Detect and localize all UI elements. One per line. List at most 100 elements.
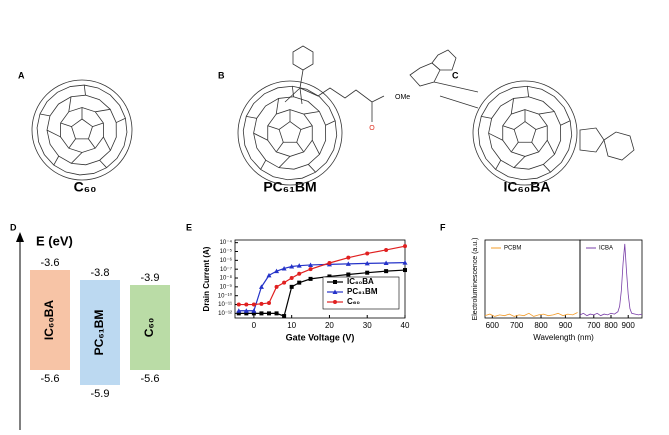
- cage-bond: [39, 113, 51, 117]
- value-label: -3.6: [41, 257, 60, 269]
- marker: [267, 311, 271, 316]
- marker: [251, 311, 256, 316]
- series-line: [484, 312, 578, 317]
- cage-bond: [88, 138, 96, 149]
- cage-ring: [36, 84, 128, 176]
- cage-bond: [83, 85, 86, 96]
- marker: [259, 311, 264, 316]
- x-tick-label: 40: [401, 321, 410, 330]
- panel-letter: D: [10, 222, 17, 232]
- cage-bond: [543, 164, 551, 173]
- marker: [383, 260, 389, 266]
- series-line: [579, 243, 643, 317]
- x-tick-label: 30: [363, 321, 372, 330]
- cage-bond: [68, 96, 72, 112]
- cage-ring: [477, 85, 573, 181]
- marker: [258, 284, 264, 289]
- molecule-name: PC₆₁BM: [263, 179, 316, 195]
- category-label: PC₆₁BM: [92, 310, 106, 356]
- marker: [266, 272, 272, 278]
- marker: [251, 302, 256, 307]
- x-tick-label: 900: [559, 321, 573, 330]
- cage-bond: [481, 115, 492, 119]
- marker: [244, 302, 249, 307]
- plot-frame: [234, 239, 406, 319]
- panel-letter: B: [218, 70, 225, 80]
- cage-bond: [60, 122, 72, 127]
- cage-bond: [92, 122, 104, 127]
- marker: [289, 264, 295, 269]
- cage-bond: [560, 120, 571, 126]
- marker: [403, 244, 407, 249]
- cage-ring: [513, 121, 537, 143]
- axis-label: E (eV): [36, 233, 73, 248]
- marker: [333, 280, 337, 284]
- molecule-name: C₆₀: [74, 179, 97, 195]
- cage-bond: [538, 111, 555, 115]
- marker: [402, 260, 408, 265]
- axis-label: Wavelength (nm): [533, 333, 594, 342]
- cage: [237, 80, 343, 186]
- marker: [333, 300, 337, 304]
- x-tick-label: 700: [510, 321, 524, 330]
- cage-bond: [253, 132, 268, 141]
- cage-bond: [535, 125, 548, 130]
- marker: [236, 308, 242, 313]
- y-tick-label: 10⁻⁴: [220, 239, 233, 246]
- plot-frame: [484, 239, 581, 319]
- marker: [243, 308, 249, 313]
- x-tick-label: 700: [587, 321, 601, 330]
- cage-bond: [303, 111, 320, 115]
- marker: [384, 247, 389, 252]
- level-bar: [30, 270, 70, 370]
- fullerene: [237, 80, 343, 186]
- cage-bond: [510, 142, 519, 153]
- cage-bond: [513, 156, 526, 168]
- cage-bond: [99, 159, 107, 168]
- level-bar: [80, 280, 120, 385]
- cage-ring: [278, 121, 302, 143]
- x-tick-label: 600: [486, 321, 500, 330]
- x-tick-label: 10: [287, 321, 296, 330]
- cage-ring: [488, 96, 562, 170]
- y-tick-label: 10⁻¹¹: [218, 302, 232, 308]
- cage-bond: [296, 142, 305, 153]
- cage-bond: [68, 138, 76, 149]
- marker: [281, 265, 287, 271]
- marker: [282, 314, 287, 319]
- marker: [274, 284, 279, 289]
- x-tick-label: 800: [604, 321, 618, 330]
- level-bar: [130, 285, 170, 370]
- marker: [308, 276, 313, 281]
- x-tick-label: 20: [325, 321, 334, 330]
- cage-bond: [510, 98, 514, 115]
- cage-bond: [308, 164, 316, 173]
- side-chain: [284, 45, 635, 161]
- cage-bond: [116, 117, 126, 123]
- annotation: OMe: [395, 94, 410, 101]
- marker: [267, 300, 271, 305]
- cage-bond: [291, 86, 295, 97]
- cage-bond: [526, 86, 530, 97]
- axis-label: Electroluminescence (a.u.): [472, 238, 479, 321]
- marker: [403, 268, 407, 273]
- cage-bond: [325, 120, 336, 126]
- x-tick-label: 0: [252, 321, 257, 330]
- fullerene: [472, 80, 578, 186]
- x-tick-label: 900: [622, 321, 636, 330]
- legend-label: PC₆₁BM: [347, 287, 378, 296]
- cage-ring: [71, 118, 93, 140]
- marker: [282, 280, 287, 285]
- marker: [251, 308, 257, 313]
- cage-bond: [495, 159, 502, 170]
- y-tick-label: 10⁻⁶: [220, 257, 233, 264]
- cage-bond: [71, 152, 83, 164]
- category-label: IC₆₀BA: [42, 300, 56, 341]
- legend-label: IC₆₀BA: [347, 277, 374, 286]
- marker: [236, 302, 241, 307]
- y-tick-label: 10⁻⁹: [220, 283, 233, 290]
- cage: [31, 79, 133, 181]
- cage-ring: [253, 96, 327, 170]
- marker: [289, 276, 294, 281]
